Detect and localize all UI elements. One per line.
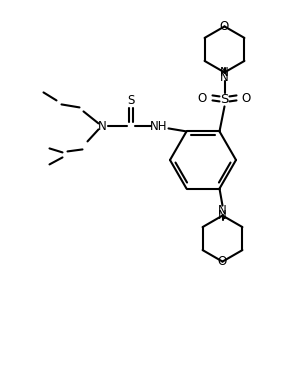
- Text: N: N: [220, 71, 229, 84]
- Text: N: N: [98, 120, 107, 133]
- Text: N: N: [220, 66, 229, 79]
- Text: N: N: [218, 209, 227, 222]
- Text: N: N: [218, 204, 227, 217]
- Text: O: O: [242, 92, 251, 105]
- Text: S: S: [127, 94, 134, 107]
- Text: NH: NH: [150, 120, 167, 133]
- Text: O: O: [220, 20, 229, 33]
- Text: O: O: [198, 92, 207, 105]
- Text: O: O: [218, 255, 227, 268]
- Text: S: S: [220, 93, 229, 106]
